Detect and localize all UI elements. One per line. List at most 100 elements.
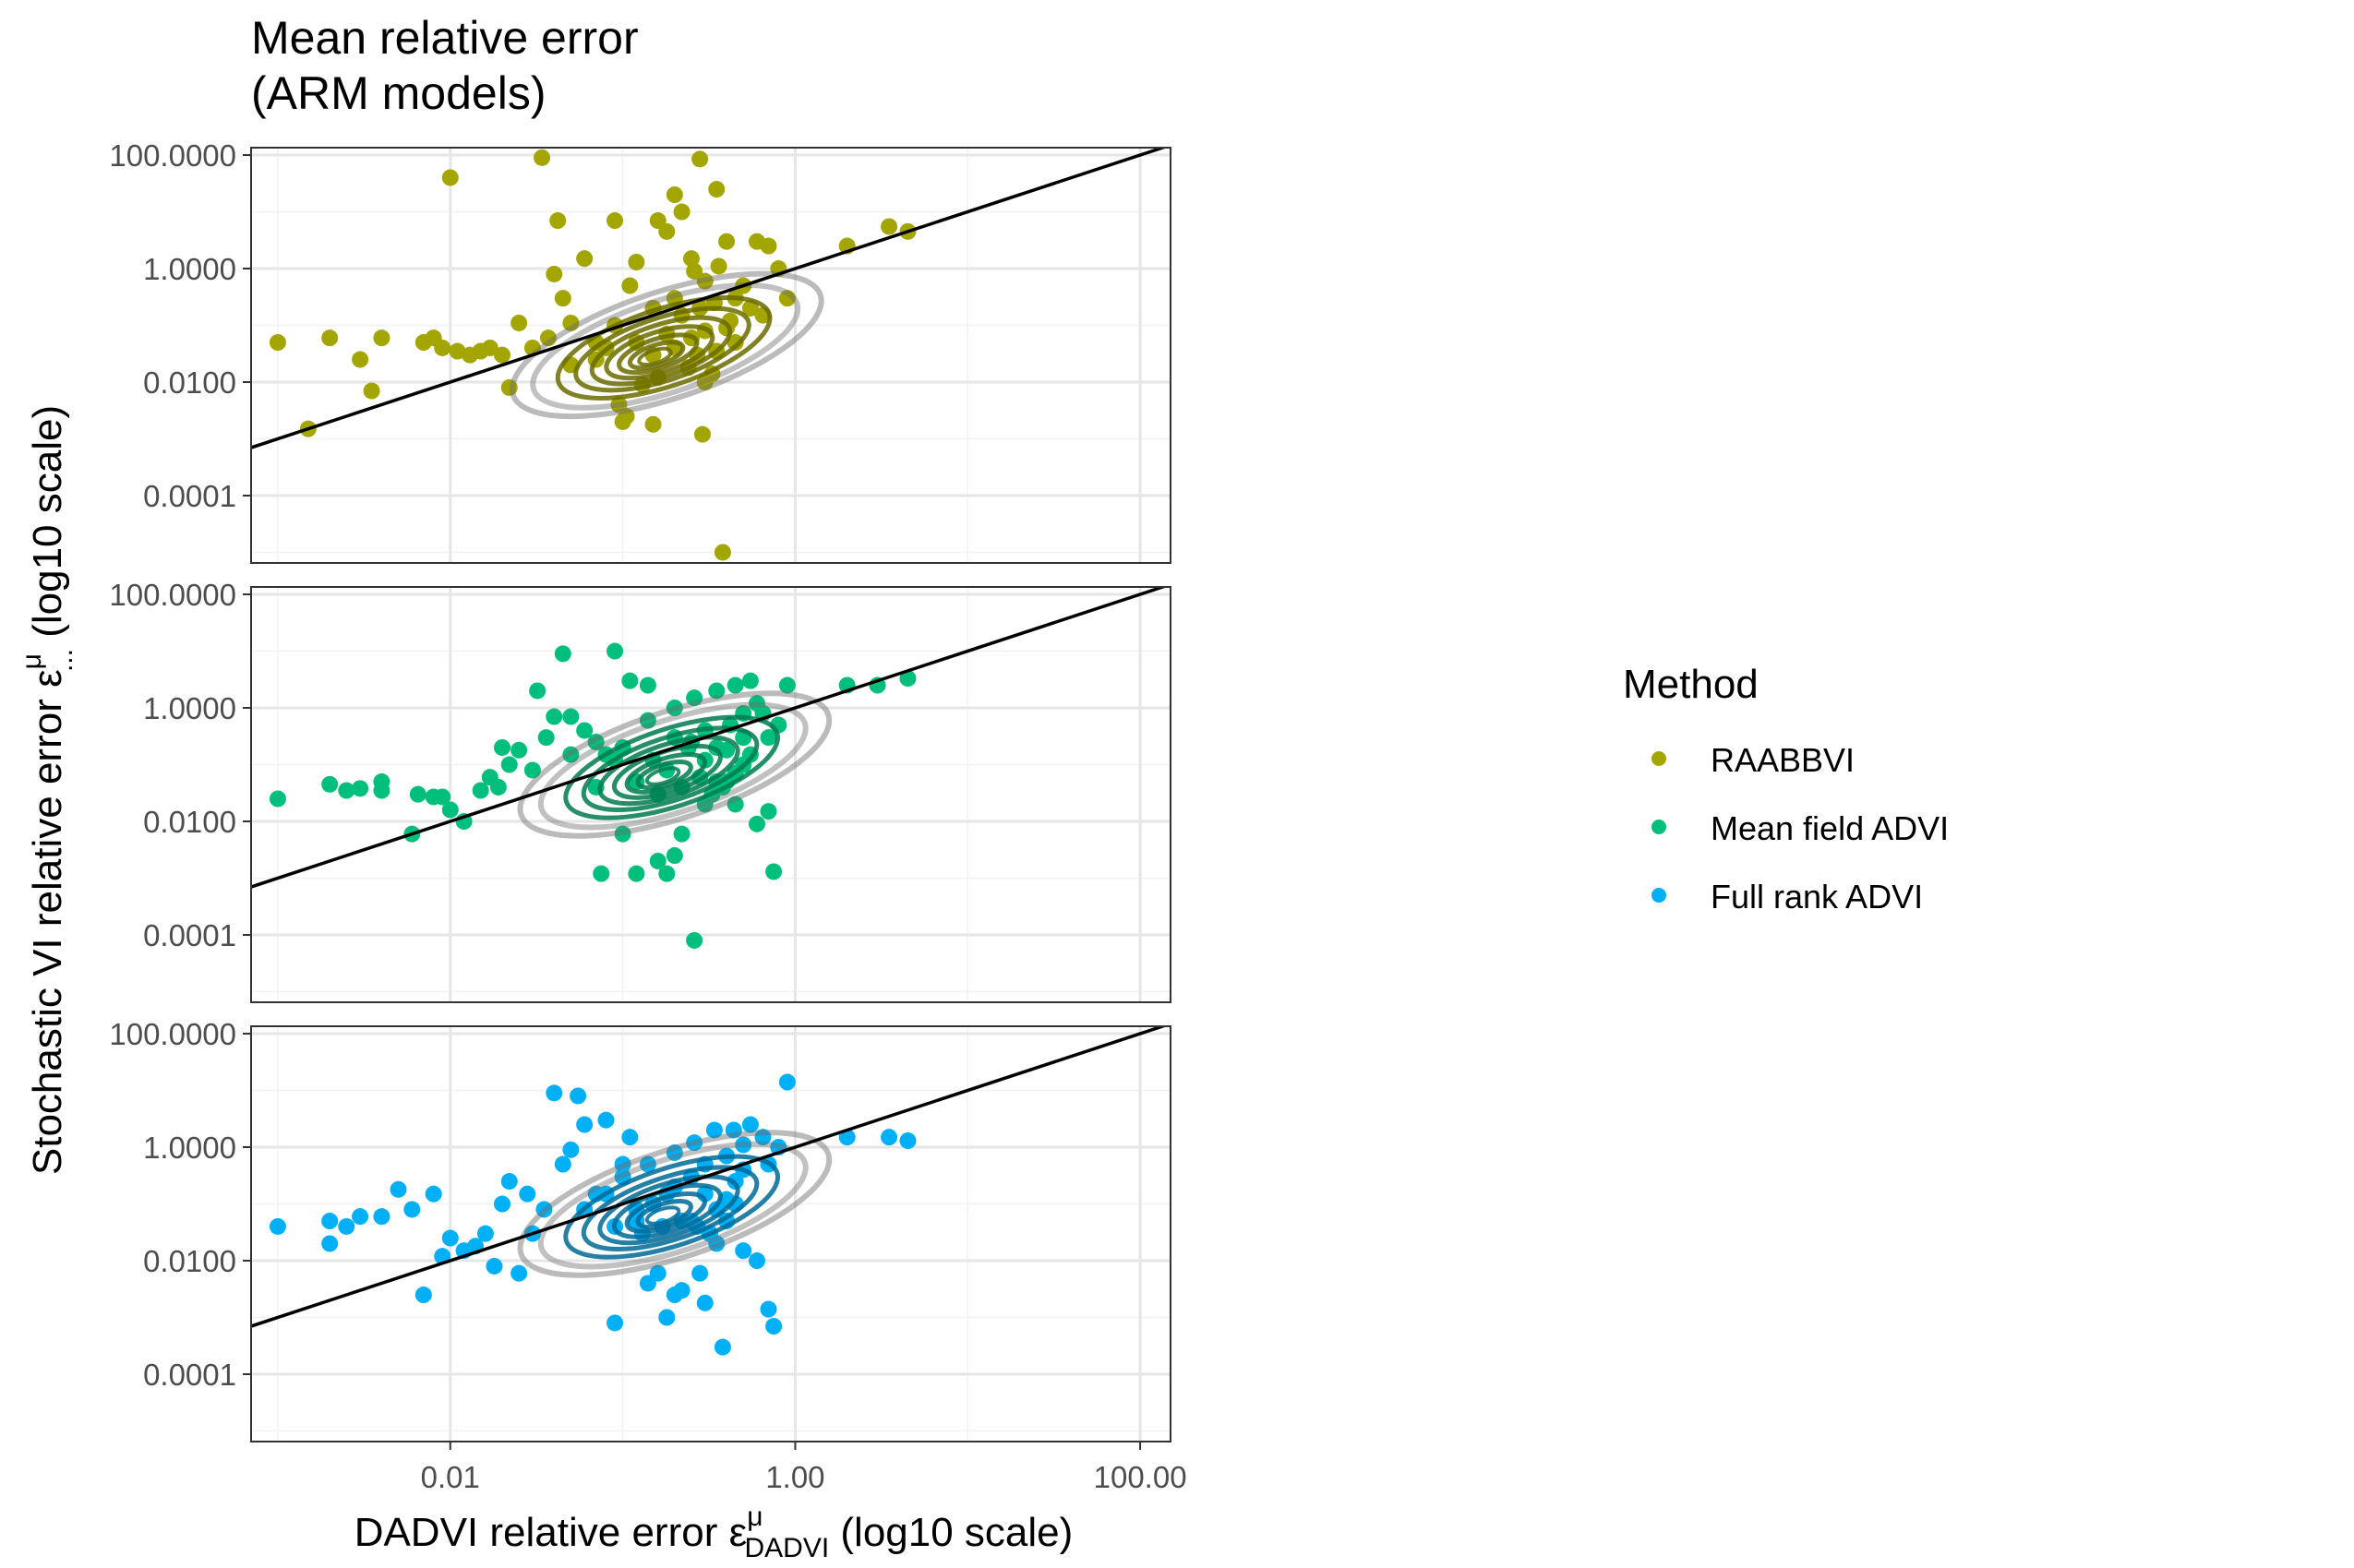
point-raabbvi [628, 254, 645, 271]
point-mean-field-advi [510, 741, 528, 759]
point-mean-field-advi [607, 642, 624, 660]
x-tick-label: 0.01 [421, 1460, 480, 1494]
point-raabbvi [576, 250, 594, 268]
point-full-rank-advi [673, 1282, 691, 1299]
point-raabbvi [481, 339, 498, 356]
point-raabbvi [658, 222, 676, 240]
point-mean-field-advi [708, 682, 726, 700]
point-mean-field-advi [727, 676, 744, 694]
point-raabbvi [534, 149, 551, 166]
point-full-rank-advi [735, 1242, 752, 1260]
density-contour [624, 1191, 707, 1234]
x-tick-label: 1.00 [765, 1460, 824, 1494]
legend-title: Method [1623, 662, 1759, 707]
y-tick-label: 0.0001 [143, 479, 236, 513]
density-contour [573, 305, 751, 393]
legend-label-mean-field-advi: Mean field ADVI [1711, 809, 1949, 847]
point-raabbvi [549, 212, 567, 230]
panel-border [250, 1025, 1171, 1442]
point-raabbvi [269, 334, 286, 352]
point-full-rank-advi [714, 1338, 731, 1356]
point-full-rank-advi [899, 1132, 917, 1150]
point-full-rank-advi [390, 1180, 407, 1198]
point-raabbvi [666, 186, 683, 203]
point-full-rank-advi [321, 1235, 339, 1252]
point-raabbvi [741, 299, 759, 317]
point-mean-field-advi [658, 865, 676, 882]
panel-plot-area [251, 587, 1171, 1002]
point-raabbvi [434, 339, 451, 356]
point-mean-field-advi [587, 734, 605, 751]
point-full-rank-advi [607, 1314, 624, 1332]
panel-plot-area [251, 1026, 1171, 1442]
density-contour [635, 760, 693, 790]
density-contour [644, 766, 681, 786]
x-axis-label-main: DADVI relative error ε [354, 1510, 748, 1555]
legend: Method RAABBVI Mean field ADVI Full rank… [1623, 662, 1949, 916]
point-full-rank-advi [403, 1201, 421, 1218]
density-contour [581, 725, 760, 813]
legend-key-raabbvi [1651, 751, 1666, 766]
density-contour [563, 714, 781, 820]
point-mean-field-advi [338, 782, 355, 799]
point-raabbvi [562, 314, 580, 331]
point-mean-field-advi [441, 801, 459, 819]
point-raabbvi [352, 351, 369, 368]
point-full-rank-advi [494, 1195, 511, 1213]
point-full-rank-advi [705, 1121, 723, 1139]
point-raabbvi [718, 233, 736, 250]
density-contour [537, 701, 809, 831]
y-tick-label: 0.0100 [143, 805, 236, 839]
legend-entry-raabbvi: RAABBVI [1651, 741, 1855, 779]
panel-plot-area [251, 148, 1171, 563]
point-raabbvi [500, 378, 518, 396]
point-mean-field-advi [614, 825, 631, 843]
point-mean-field-advi [500, 756, 518, 773]
density-contour [624, 752, 707, 795]
y-tick-label: 100.0000 [109, 578, 236, 612]
point-full-rank-advi [535, 1201, 553, 1218]
point-mean-field-advi [718, 741, 736, 759]
point-raabbvi [373, 329, 390, 347]
point-full-rank-advi [441, 1229, 459, 1247]
point-raabbvi [539, 329, 557, 347]
x-axis-label-sup: μ [747, 1502, 763, 1532]
legend-key-mean-field-advi [1651, 820, 1666, 834]
point-full-rank-advi [765, 1318, 783, 1335]
y-axis-label: Stochastic VI relative error εμ... (log1… [17, 405, 78, 1175]
point-mean-field-advi [562, 708, 580, 725]
point-mean-field-advi [639, 712, 656, 729]
point-full-rank-advi [269, 1217, 286, 1235]
legend-key-full-rank-advi [1651, 888, 1666, 903]
point-mean-field-advi [673, 825, 691, 843]
point-raabbvi [682, 250, 700, 268]
point-mean-field-advi [373, 773, 390, 791]
point-raabbvi [607, 212, 624, 230]
point-raabbvi [710, 257, 727, 275]
point-mean-field-advi [593, 865, 610, 882]
point-full-rank-advi [691, 1264, 709, 1282]
point-raabbvi [546, 265, 563, 282]
point-raabbvi [510, 314, 528, 331]
point-mean-field-advi [639, 676, 656, 694]
point-mean-field-advi [269, 790, 286, 808]
density-contour [581, 1165, 760, 1252]
panel-full-rank-advi: 100.0000 1.0000 0.0100 0.0001 0.01 1.00 100.00 [109, 1017, 1186, 1494]
point-full-rank-advi [570, 1087, 587, 1105]
point-full-rank-advi [476, 1225, 494, 1242]
density-contour [597, 1174, 740, 1246]
density-contour [563, 1154, 781, 1260]
point-full-rank-advi [510, 1264, 528, 1282]
density-contour [644, 1205, 681, 1226]
point-raabbvi [727, 334, 744, 352]
density-contour [627, 340, 686, 371]
y-tick-label: 100.0000 [109, 138, 236, 173]
density-contour [517, 1130, 833, 1278]
point-full-rank-advi [748, 1252, 765, 1270]
point-mean-field-advi [352, 780, 369, 797]
point-mean-field-advi [686, 931, 703, 949]
density-contour [637, 346, 673, 367]
density-contour [530, 281, 801, 411]
y-axis-label-main: Stochastic VI relative error ε [25, 669, 70, 1175]
point-full-rank-advi [352, 1208, 369, 1226]
